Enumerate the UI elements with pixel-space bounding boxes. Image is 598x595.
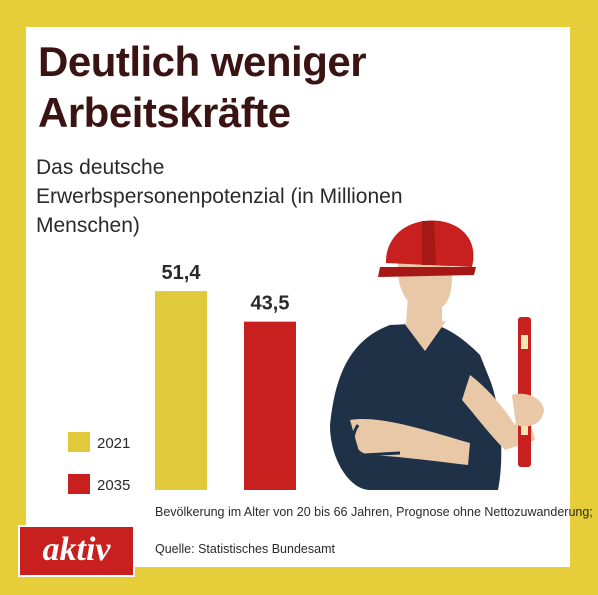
worker-illustration (330, 220, 544, 490)
bar-2021 (155, 291, 207, 490)
legend-swatch-2021 (68, 432, 90, 452)
footnote: Bevölkerung im Alter von 20 bis 66 Jahre… (155, 505, 593, 519)
value-label-2021: 51,4 (162, 262, 202, 284)
chart-subtitle: Das deutsche Erwerbspersonenpotenzial (i… (36, 156, 403, 237)
value-label-2035: 43,5 (251, 293, 290, 315)
chart-title: Deutlich weniger Arbeitskräfte (38, 38, 367, 136)
legend-label-2021: 2021 (97, 435, 130, 452)
legend-label-2035: 2035 (97, 477, 130, 494)
source-note: Quelle: Statistisches Bundesamt (155, 542, 335, 556)
bar-2035 (244, 321, 296, 490)
legend-swatch-2035 (68, 474, 90, 494)
aktiv-logo: aktiv (18, 525, 135, 577)
